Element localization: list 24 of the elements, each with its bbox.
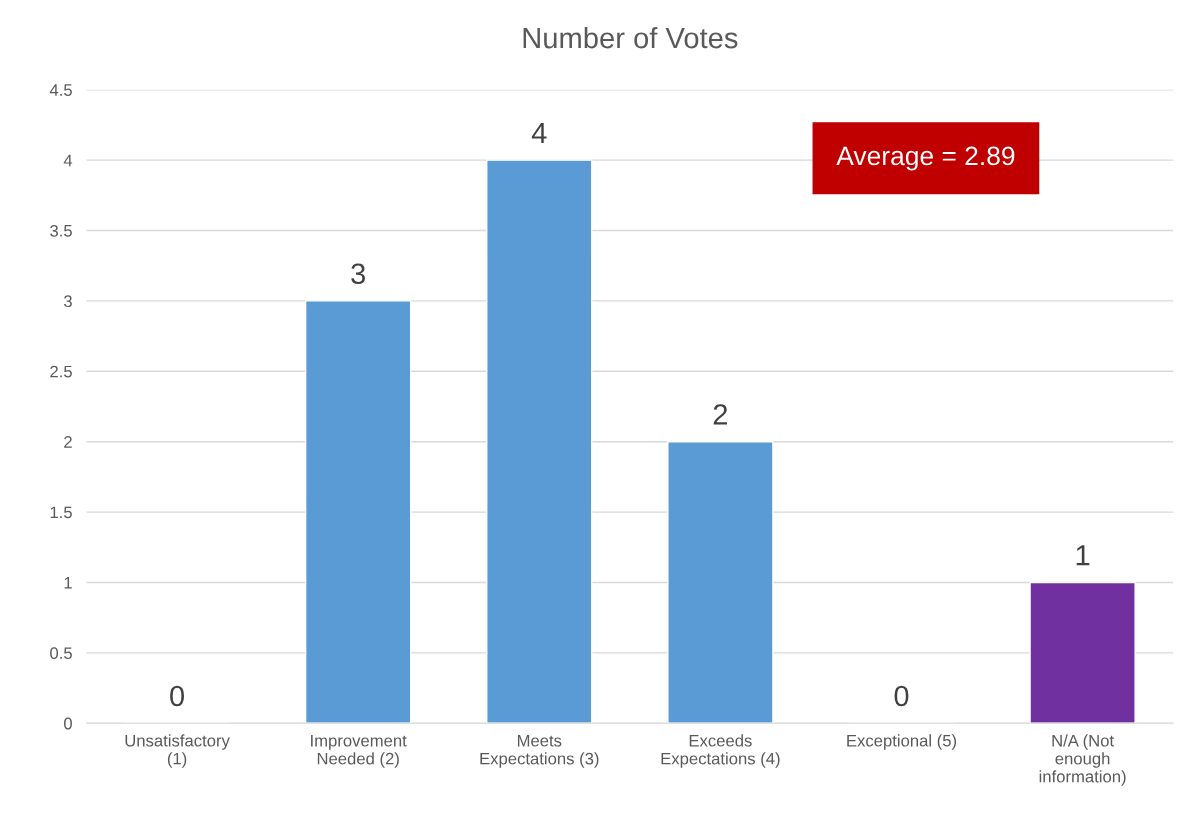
y-tick-label: 1 xyxy=(64,577,72,589)
x-tick-label: Exceptional (5) xyxy=(847,734,957,750)
data-label: 0 xyxy=(894,685,909,707)
y-tick-label: 3 xyxy=(63,295,72,308)
x-tick-label: Exceeds Expectations (4) xyxy=(661,734,780,768)
y-tick-label: 3.5 xyxy=(50,224,72,237)
x-tick-label: N/A (Not enough information) xyxy=(1039,734,1126,786)
y-tick-label: 2.5 xyxy=(50,365,72,378)
annotation: Average = 2.89 xyxy=(836,146,1015,171)
x-tick-label: Meets Expectations (3) xyxy=(480,734,599,768)
data-label: 2 xyxy=(713,404,728,425)
data-label: 3 xyxy=(351,263,365,285)
y-tick-label: 1.5 xyxy=(50,506,72,519)
data-label: 4 xyxy=(531,122,547,143)
chart-title: Number of Votes xyxy=(523,26,738,49)
y-tick-label: 4 xyxy=(63,154,73,167)
x-tick-label: Unsatisfactory (1) xyxy=(125,734,230,768)
data-label: 0 xyxy=(170,685,185,707)
y-tick-label: 2 xyxy=(64,436,72,448)
y-tick-label: 0.5 xyxy=(50,647,72,660)
data-label: 1 xyxy=(1076,545,1090,566)
y-tick-label: 4.5 xyxy=(49,84,72,96)
y-tick-label: 0 xyxy=(64,717,72,730)
x-tick-label: Improvement Needed (2) xyxy=(311,734,407,768)
